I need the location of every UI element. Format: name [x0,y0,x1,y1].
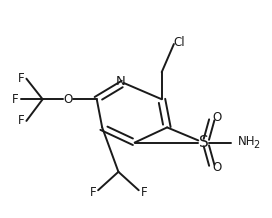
Text: F: F [18,114,24,127]
Text: Cl: Cl [174,36,185,49]
Text: S: S [199,135,209,150]
Text: NH: NH [237,135,255,148]
Text: O: O [212,161,222,174]
Text: O: O [64,93,73,106]
Text: F: F [18,72,24,85]
Text: F: F [89,186,96,199]
Text: F: F [141,186,147,199]
Text: F: F [12,93,19,106]
Text: N: N [116,75,125,89]
Text: O: O [212,111,222,124]
Text: 2: 2 [253,140,259,150]
